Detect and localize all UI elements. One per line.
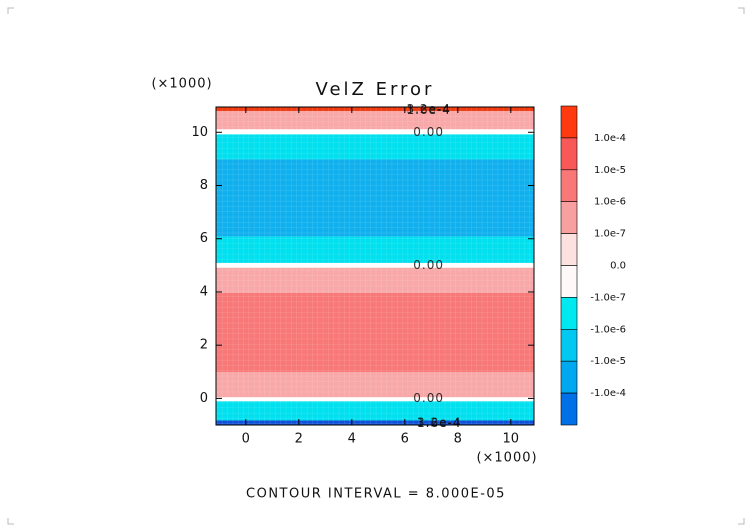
chart-title: VelZ Error	[316, 79, 435, 100]
contour-label: 0.00	[413, 125, 444, 139]
colorbar-box	[560, 201, 578, 234]
y-tick-label: 0	[200, 391, 208, 406]
y-tick-label: 10	[191, 125, 208, 140]
x-tick-label: 6	[401, 432, 409, 447]
x-tick-label: 4	[348, 432, 356, 447]
subtitle: CONTOUR INTERVAL = 8.000E-05	[246, 487, 506, 502]
corner-marks	[7, 7, 745, 525]
x-tick-label: 2	[295, 432, 303, 447]
colorbar-box	[560, 137, 578, 171]
colorbar-box	[560, 105, 578, 139]
colorbar-box	[560, 360, 578, 394]
contour-label: 0.00	[413, 258, 444, 272]
colorbar-label: 1.0e-4	[594, 133, 626, 144]
colorbar-label: 0.0	[610, 261, 626, 272]
x-tick-label: 10	[503, 432, 520, 447]
x-tick-label: 0	[242, 432, 250, 447]
colorbar-box	[560, 265, 578, 298]
colorbar-box	[560, 233, 578, 266]
colorbar-label: -1.0e-6	[590, 324, 626, 335]
contour-label: 3.2e-4	[417, 415, 461, 429]
mesh	[216, 107, 534, 425]
colorbar-label: 1.0e-5	[594, 165, 626, 176]
colorbar-label: -1.0e-7	[590, 292, 626, 303]
colorbar-box	[560, 392, 578, 426]
plot-frame	[215, 106, 535, 426]
colorbar-label: 1.0e-7	[594, 229, 626, 240]
y-tick-label: 2	[200, 338, 208, 353]
contour-label: 1.6e-4	[406, 103, 450, 117]
y-tick-label: 8	[200, 178, 208, 193]
contour-label: 3.2e-4	[406, 102, 450, 116]
x-tick-label: 8	[454, 432, 462, 447]
x-multiplier: (×1000)	[476, 451, 537, 466]
colorbar-label: -1.0e-4	[590, 388, 626, 399]
colorbar-box	[560, 169, 578, 203]
contour-label: 1.6e-4	[417, 416, 461, 430]
y-tick-label: 4	[200, 284, 208, 299]
contour-label: 0.00	[413, 391, 444, 405]
colorbar-box	[560, 297, 578, 330]
colorbar-label: -1.0e-5	[590, 356, 626, 367]
y-tick-label: 6	[200, 231, 208, 246]
colorbar-box	[560, 328, 578, 362]
y-multiplier: (×1000)	[151, 77, 212, 92]
colorbar-label: 1.0e-6	[594, 197, 626, 208]
